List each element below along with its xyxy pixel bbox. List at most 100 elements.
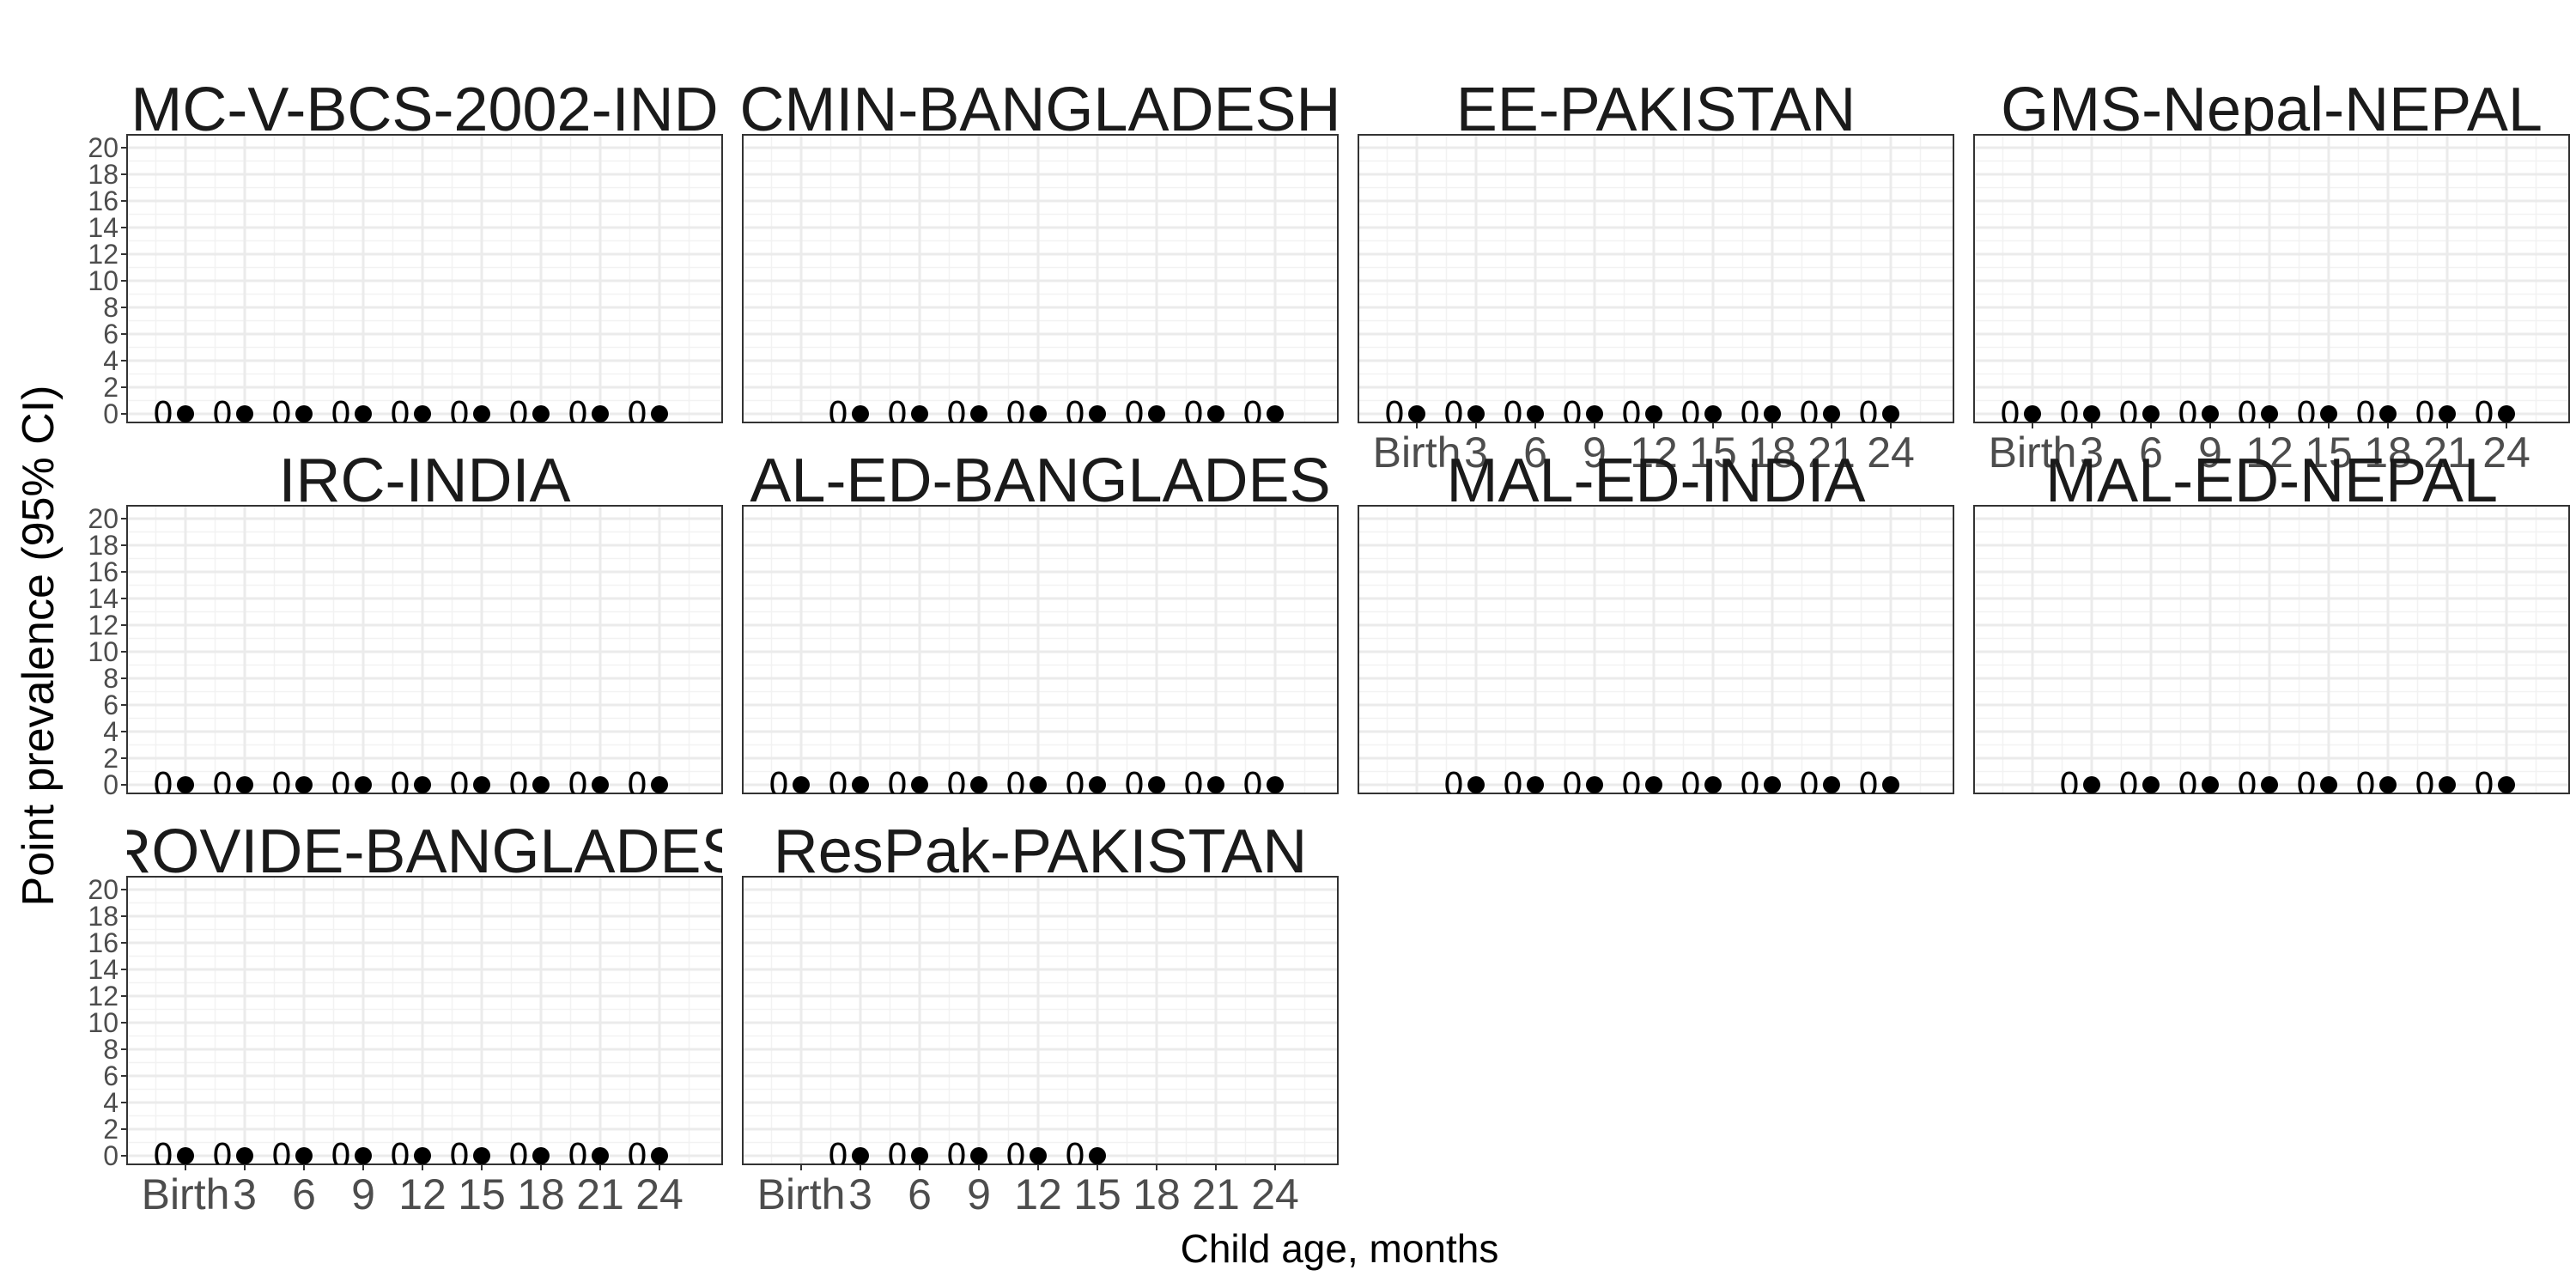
data-point [1882,405,1899,422]
data-point [1645,776,1662,793]
data-label: 0 [449,1137,470,1175]
data-label: 0 [828,395,848,433]
y-tick-label: 18 [88,530,118,561]
x-tick-label: 6 [292,1170,316,1218]
data-label: 0 [508,1137,529,1175]
data-point [970,776,987,793]
y-tick-label: 0 [103,1140,118,1171]
facet-panels: 0 0 0 0 0 0 0 0 0MC-V-BCS-2002-IND02468101214161… [88,76,2570,1218]
data-point [1148,776,1165,793]
data-point [2379,776,2397,793]
data-point [2142,776,2160,793]
panel-background [742,134,1339,423]
data-point [1467,776,1485,793]
data-point [177,405,194,422]
y-tick-label: 20 [88,874,118,905]
data-point [295,405,313,422]
data-label: 0 [2296,766,2317,804]
y-tick-label: 6 [103,319,118,349]
x-tick-label: 24 [635,1170,683,1218]
data-point [1148,405,1165,422]
data-point [2261,776,2278,793]
facet-panel: 0 0 0 0 0 0 0 0 0ROVIDE-BANGLADES024681012141618… [88,817,723,1218]
panel-border [742,134,1339,423]
data-point [532,776,550,793]
panel-title: GMS-Nepal-NEPAL [2001,76,2543,144]
panel-border [742,505,1339,794]
data-label: 0 [508,395,529,433]
data-point [532,1147,550,1164]
data-point [970,1147,987,1164]
data-label: 0 [1005,766,1026,804]
data-label: 0 [1065,1137,1085,1175]
x-tick-label: Birth [1989,428,2077,477]
data-label: 0 [331,395,351,433]
data-label: 0 [1242,766,1263,804]
panel-border [742,876,1339,1165]
data-label: 0 [390,395,410,433]
y-tick-label: 14 [88,954,118,985]
data-point [2261,405,2278,422]
data-label: 0 [153,1137,173,1175]
data-label: 0 [2415,395,2435,433]
data-point [1586,776,1603,793]
x-tick-label: 15 [1073,1170,1121,1218]
data-point [177,1147,194,1164]
data-point [414,776,431,793]
data-label: 0 [2296,395,2317,433]
panel-title: IRC-INDIA [279,447,571,515]
x-tick-label: 21 [1807,428,1856,477]
panel-background [1973,134,2570,423]
data-label: 0 [212,1137,233,1175]
data-label: 0 [1680,395,1701,433]
data-label: 0 [1858,395,1879,433]
y-tick-label: 6 [103,690,118,720]
x-tick-label: 9 [2198,428,2222,477]
data-label: 0 [1384,395,1405,433]
data-label: 0 [627,766,647,804]
panel-background [742,876,1339,1165]
data-point [592,776,609,793]
data-label: 0 [568,395,588,433]
data-point [852,776,869,793]
panel-background [126,505,723,794]
data-point [1267,776,1284,793]
data-point [1030,405,1047,422]
data-label: 0 [271,1137,292,1175]
data-label: 0 [2355,766,2376,804]
data-label: 0 [2178,766,2198,804]
y-tick-label: 6 [103,1060,118,1091]
x-tick-label: 24 [1867,428,1915,477]
facet-panel: 0 0 0 0 0 0 0 0 0MC-V-BCS-2002-IND02468101214161… [88,76,723,433]
x-tick-label: 15 [1689,428,1737,477]
x-axis-title: Child age, months [1181,1226,1499,1271]
data-label: 0 [2178,395,2198,433]
x-tick-label: 3 [848,1170,872,1218]
panel-border [1358,134,1954,423]
data-point [2320,776,2337,793]
data-point [2083,776,2100,793]
x-tick-label: 21 [576,1170,624,1218]
y-tick-label: 2 [103,372,118,403]
x-tick-label: 3 [233,1170,257,1218]
data-point [236,405,253,422]
x-tick-label: 18 [517,1170,565,1218]
data-label: 0 [2000,395,2020,433]
data-point [295,1147,313,1164]
data-point [414,1147,431,1164]
data-label: 0 [2355,395,2376,433]
panel-border [1358,505,1954,794]
data-point [793,776,810,793]
data-label: 0 [1242,395,1263,433]
data-point [355,1147,372,1164]
x-tick-label: 9 [967,1170,991,1218]
y-tick-label: 10 [88,1007,118,1038]
y-tick-label: 8 [103,1034,118,1065]
